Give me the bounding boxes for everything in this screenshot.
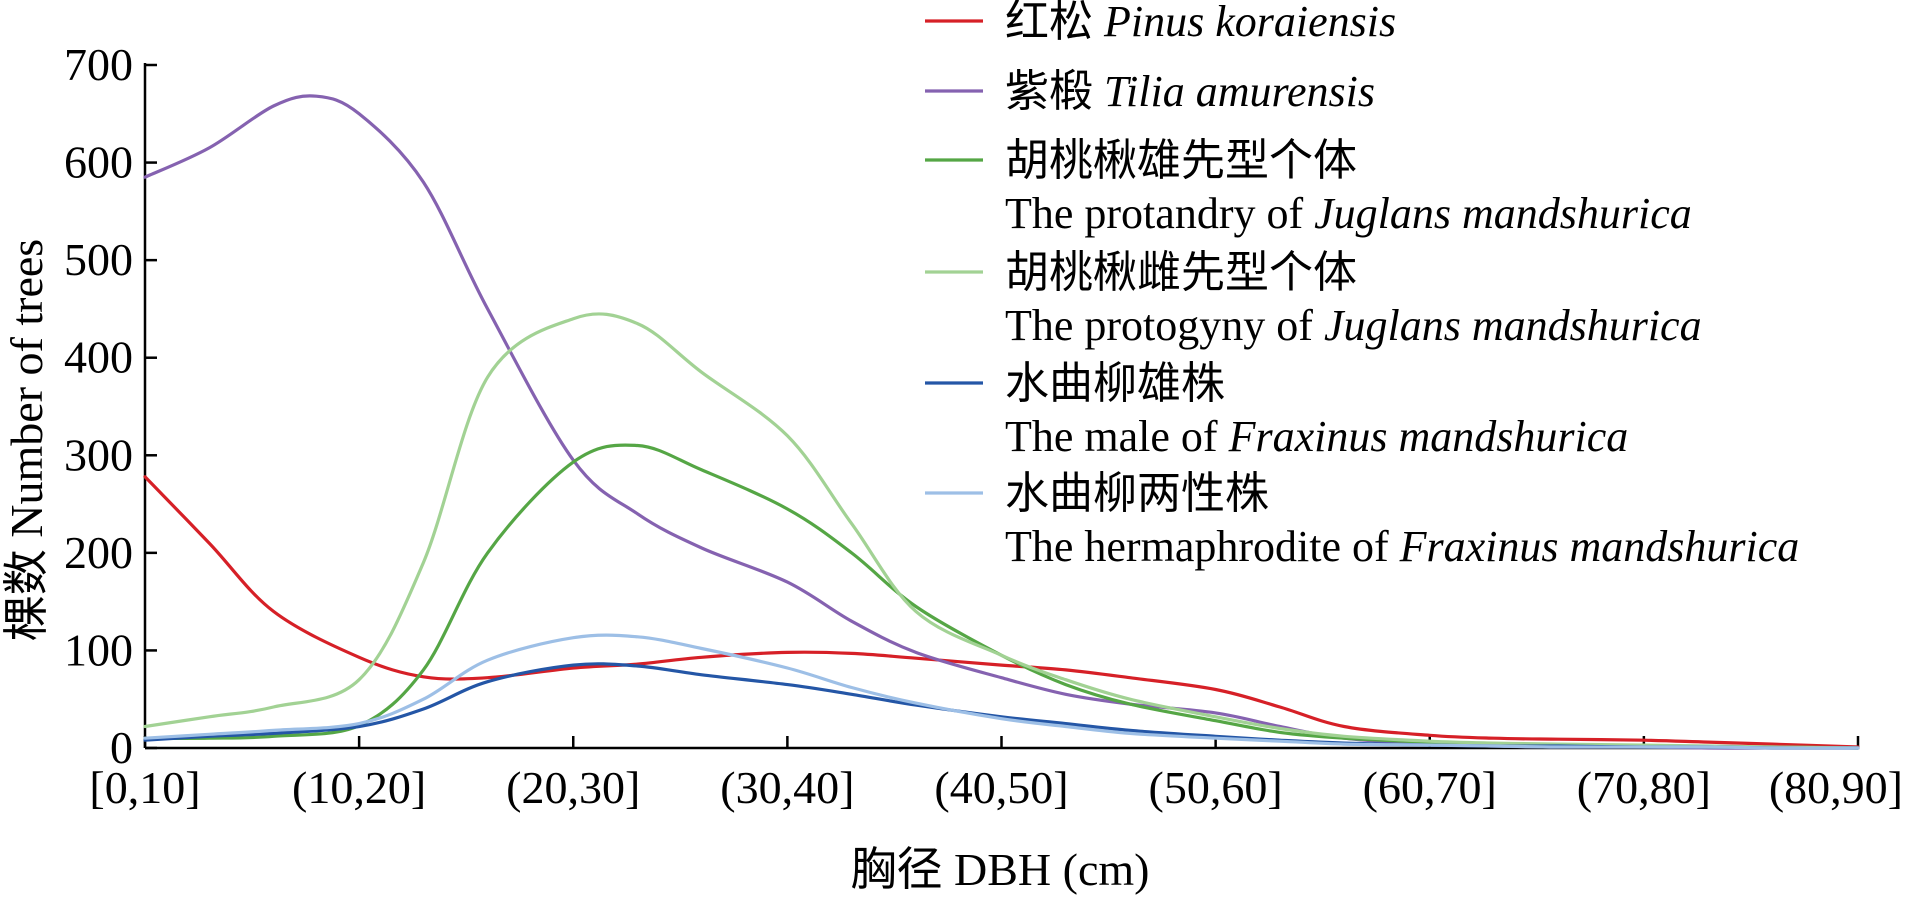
legend-label-part: Fraxinus mandshurica [1228,412,1629,461]
legend-label-cn: 胡桃楸雄先型个体 [1005,136,1357,185]
y-axis-title: 棵数 Number of trees [1,239,52,641]
legend-label-part: Juglans mandshurica [1314,189,1692,238]
legend-label-en: The protandry of Juglans mandshurica [1005,189,1692,238]
x-tick-label: [0,10] [89,762,200,813]
x-tick-label: (80,90] [1769,762,1903,813]
legend-label-cn: 水曲柳两性株 [1005,469,1269,518]
y-tick-label: 300 [64,429,133,480]
legend-label-part: The protogyny of [1005,301,1324,350]
legend-label-part: Fraxinus mandshurica [1399,522,1800,571]
legend-label-latin: Pinus koraiensis [1103,0,1396,46]
series-line-3 [143,312,1860,750]
x-tick-label: (40,50] [934,762,1068,813]
x-tick-label: (10,20] [292,762,426,813]
legend-label-cn: 水曲柳雄株 [1005,359,1225,408]
x-tick-label: (50,60] [1149,762,1283,813]
x-axis-ticks: [0,10] (10,20] (20,30] (30,40] (40,50] (50,60… [89,736,1903,813]
axes [143,63,1858,750]
y-tick-label: 400 [64,332,133,383]
series-lines [143,94,1860,750]
y-tick-label: 100 [64,624,133,675]
legend-label-cn: 红松 [1005,0,1093,46]
legend-label-cn: 紫椴 [1005,67,1093,116]
legend-label-latin: Tilia amurensis [1104,67,1375,116]
x-axis-title: 胸径 DBH (cm) [851,844,1150,895]
y-axis-ticks: 0 100 200 300 400 500 600 700 [64,39,157,773]
y-tick-label: 700 [64,39,133,90]
legend-label-0: 红松 Pinus koraiensis [1005,0,1396,46]
x-tick-label: (60,70] [1363,762,1497,813]
legend-label-cn: 胡桃楸雌先型个体 [1005,248,1357,297]
legend-label-part: The protandry of [1005,189,1314,238]
legend-label-1: 紫椴 Tilia amurensis [1005,67,1375,116]
y-tick-label: 500 [64,234,133,285]
legend-label-part: The hermaphrodite of [1005,522,1400,571]
legend-label-en: The male of Fraxinus mandshurica [1005,412,1628,461]
legend-label-part: Juglans mandshurica [1324,301,1702,350]
y-tick-label: 200 [64,527,133,578]
series-line-2 [143,443,1860,750]
y-tick-label: 0 [110,722,133,773]
series-line-0 [143,475,1860,749]
legend-label-en: The hermaphrodite of Fraxinus mandshuric… [1005,522,1799,571]
x-tick-label: (20,30] [506,762,640,813]
x-tick-label: (30,40] [720,762,854,813]
legend-label-part: The male of [1005,412,1229,461]
x-tick-label: (70,80] [1577,762,1711,813]
legend-label-en: The protogyny of Juglans mandshurica [1005,301,1702,350]
series-line-5 [143,633,1860,750]
y-tick-label: 600 [64,137,133,188]
